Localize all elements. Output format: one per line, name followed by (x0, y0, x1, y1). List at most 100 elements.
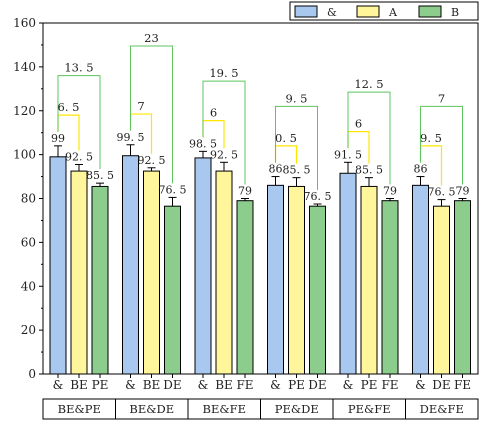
group-label: BE&DE (129, 402, 174, 416)
bar (70, 170, 88, 375)
data-label: 98. 5 (189, 137, 217, 150)
x-tick-label: FE (454, 378, 471, 392)
x-tick-label: PE (361, 378, 378, 392)
group-label: PE&DE (275, 402, 319, 416)
x-tick-label: PE (288, 378, 305, 392)
data-label: 79 (238, 185, 252, 198)
legend-label: A (388, 6, 398, 19)
bar (309, 205, 326, 375)
data-label: 85. 5 (86, 169, 114, 182)
data-label: 92. 5 (210, 148, 238, 161)
data-label: 86 (414, 163, 428, 176)
legend-swatch (294, 5, 318, 18)
bar (164, 205, 181, 375)
bar (194, 157, 212, 375)
data-label: 85. 5 (355, 164, 383, 177)
diff-label: 9. 5 (420, 131, 442, 145)
y-tick-label: 0 (28, 367, 36, 381)
data-label: 85. 5 (283, 164, 311, 177)
x-tick-label: & (270, 378, 281, 392)
diff-label: 9. 5 (286, 91, 308, 105)
legend-label: B (451, 6, 459, 19)
x-tick-label: & (415, 378, 426, 392)
bar (143, 170, 160, 375)
bar (454, 200, 471, 375)
y-tick-label: 60 (21, 235, 36, 249)
x-tick-label: BE (215, 378, 233, 392)
group-label-box (405, 398, 479, 420)
diff-label: 7 (438, 91, 445, 105)
x-tick-label: & (125, 378, 136, 392)
x-tick-label: BE (143, 378, 161, 392)
bar (339, 172, 357, 375)
x-tick-label: & (198, 378, 209, 392)
x-tick-label: & (53, 378, 64, 392)
legend: & A B (289, 1, 479, 21)
diff-label: 6 (210, 106, 217, 120)
x-tick-label: BE (70, 378, 88, 392)
y-tick-label: 40 (21, 279, 36, 293)
group-label: PE&FE (348, 402, 391, 416)
y-tick-label: 160 (13, 16, 36, 30)
bar (433, 205, 450, 375)
data-label: 99 (51, 132, 65, 145)
bar (360, 185, 378, 375)
diff-bracket-green (420, 105, 463, 185)
legend-box (289, 1, 479, 21)
group-label: BE&PE (58, 402, 101, 416)
data-label: 79 (383, 185, 397, 198)
bar (122, 155, 139, 375)
bar (381, 200, 399, 375)
diff-bracket-green (347, 91, 391, 185)
data-label: 76. 5 (428, 186, 456, 199)
bar (267, 184, 284, 375)
diff-bracket-green (202, 80, 246, 185)
y-tick-label: 80 (21, 192, 36, 206)
brackets-layer (57, 45, 463, 190)
diff-bracket-green (130, 45, 173, 184)
diff-bracket-yellow (274, 145, 298, 164)
data-label: 99. 5 (117, 131, 145, 144)
diff-label: 6. 5 (58, 100, 80, 114)
diff-bracket-green (275, 105, 318, 190)
y-tick-label: 20 (21, 323, 36, 337)
diff-label: 13. 5 (64, 61, 93, 75)
data-label: 92. 5 (65, 150, 93, 163)
x-tick-label: DE (432, 378, 450, 392)
x-tick-label: FE (381, 378, 398, 392)
diff-label: 23 (144, 31, 159, 45)
data-label: 76. 5 (304, 190, 332, 203)
y-tick-label: 120 (13, 104, 36, 118)
group-label: DE&FE (420, 402, 464, 416)
group-label: BE&FE (203, 402, 246, 416)
data-label: 92. 5 (138, 154, 166, 167)
bar (215, 170, 233, 375)
bar (49, 156, 67, 375)
legend-swatch (418, 5, 442, 18)
x-tick-label: DE (308, 378, 326, 392)
y-tick-label: 100 (13, 148, 36, 162)
data-label: 91. 5 (334, 148, 362, 161)
bars-layer (49, 144, 471, 375)
data-label: 79 (456, 185, 470, 198)
diff-label: 12. 5 (354, 77, 383, 91)
data-label: 76. 5 (159, 183, 187, 196)
bar (91, 185, 109, 375)
x-tick-label: PE (92, 378, 109, 392)
group-labels: BE&PE BE&DE BE&FE PE&DE PE&FE DE&FE (42, 398, 479, 420)
legend-swatch (356, 5, 380, 18)
data-label: 86 (269, 163, 283, 176)
diff-label: 0. 5 (275, 131, 297, 145)
x-tick-label: FE (236, 378, 253, 392)
bar (236, 200, 254, 375)
legend-label: & (327, 6, 337, 19)
bar (412, 184, 429, 375)
diff-bracket-green (57, 75, 101, 170)
x-tick-label: DE (163, 378, 181, 392)
diff-label: 6 (355, 117, 362, 131)
diff-label: 7 (137, 99, 144, 113)
diff-label: 19. 5 (209, 66, 238, 80)
